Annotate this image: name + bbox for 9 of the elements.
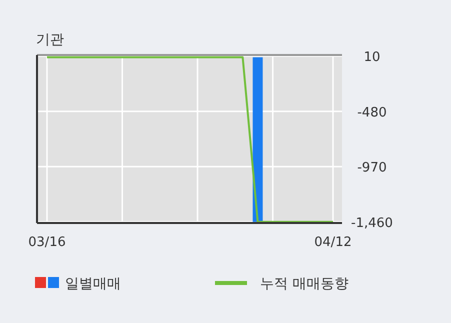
legend-label: 누적 매매동향 bbox=[260, 276, 348, 292]
x-tick-label: 03/16 bbox=[28, 235, 66, 250]
chart-title: 기관 bbox=[36, 32, 64, 48]
y-tick-label: -1,460 bbox=[351, 216, 393, 231]
legend-label: 일별매매 bbox=[65, 276, 121, 292]
y-tick-label: 10 bbox=[364, 50, 380, 66]
y-tick-label: -970 bbox=[357, 160, 387, 176]
y-tick-label: -480 bbox=[357, 105, 387, 120]
x-tick-label: 04/12 bbox=[314, 235, 352, 250]
